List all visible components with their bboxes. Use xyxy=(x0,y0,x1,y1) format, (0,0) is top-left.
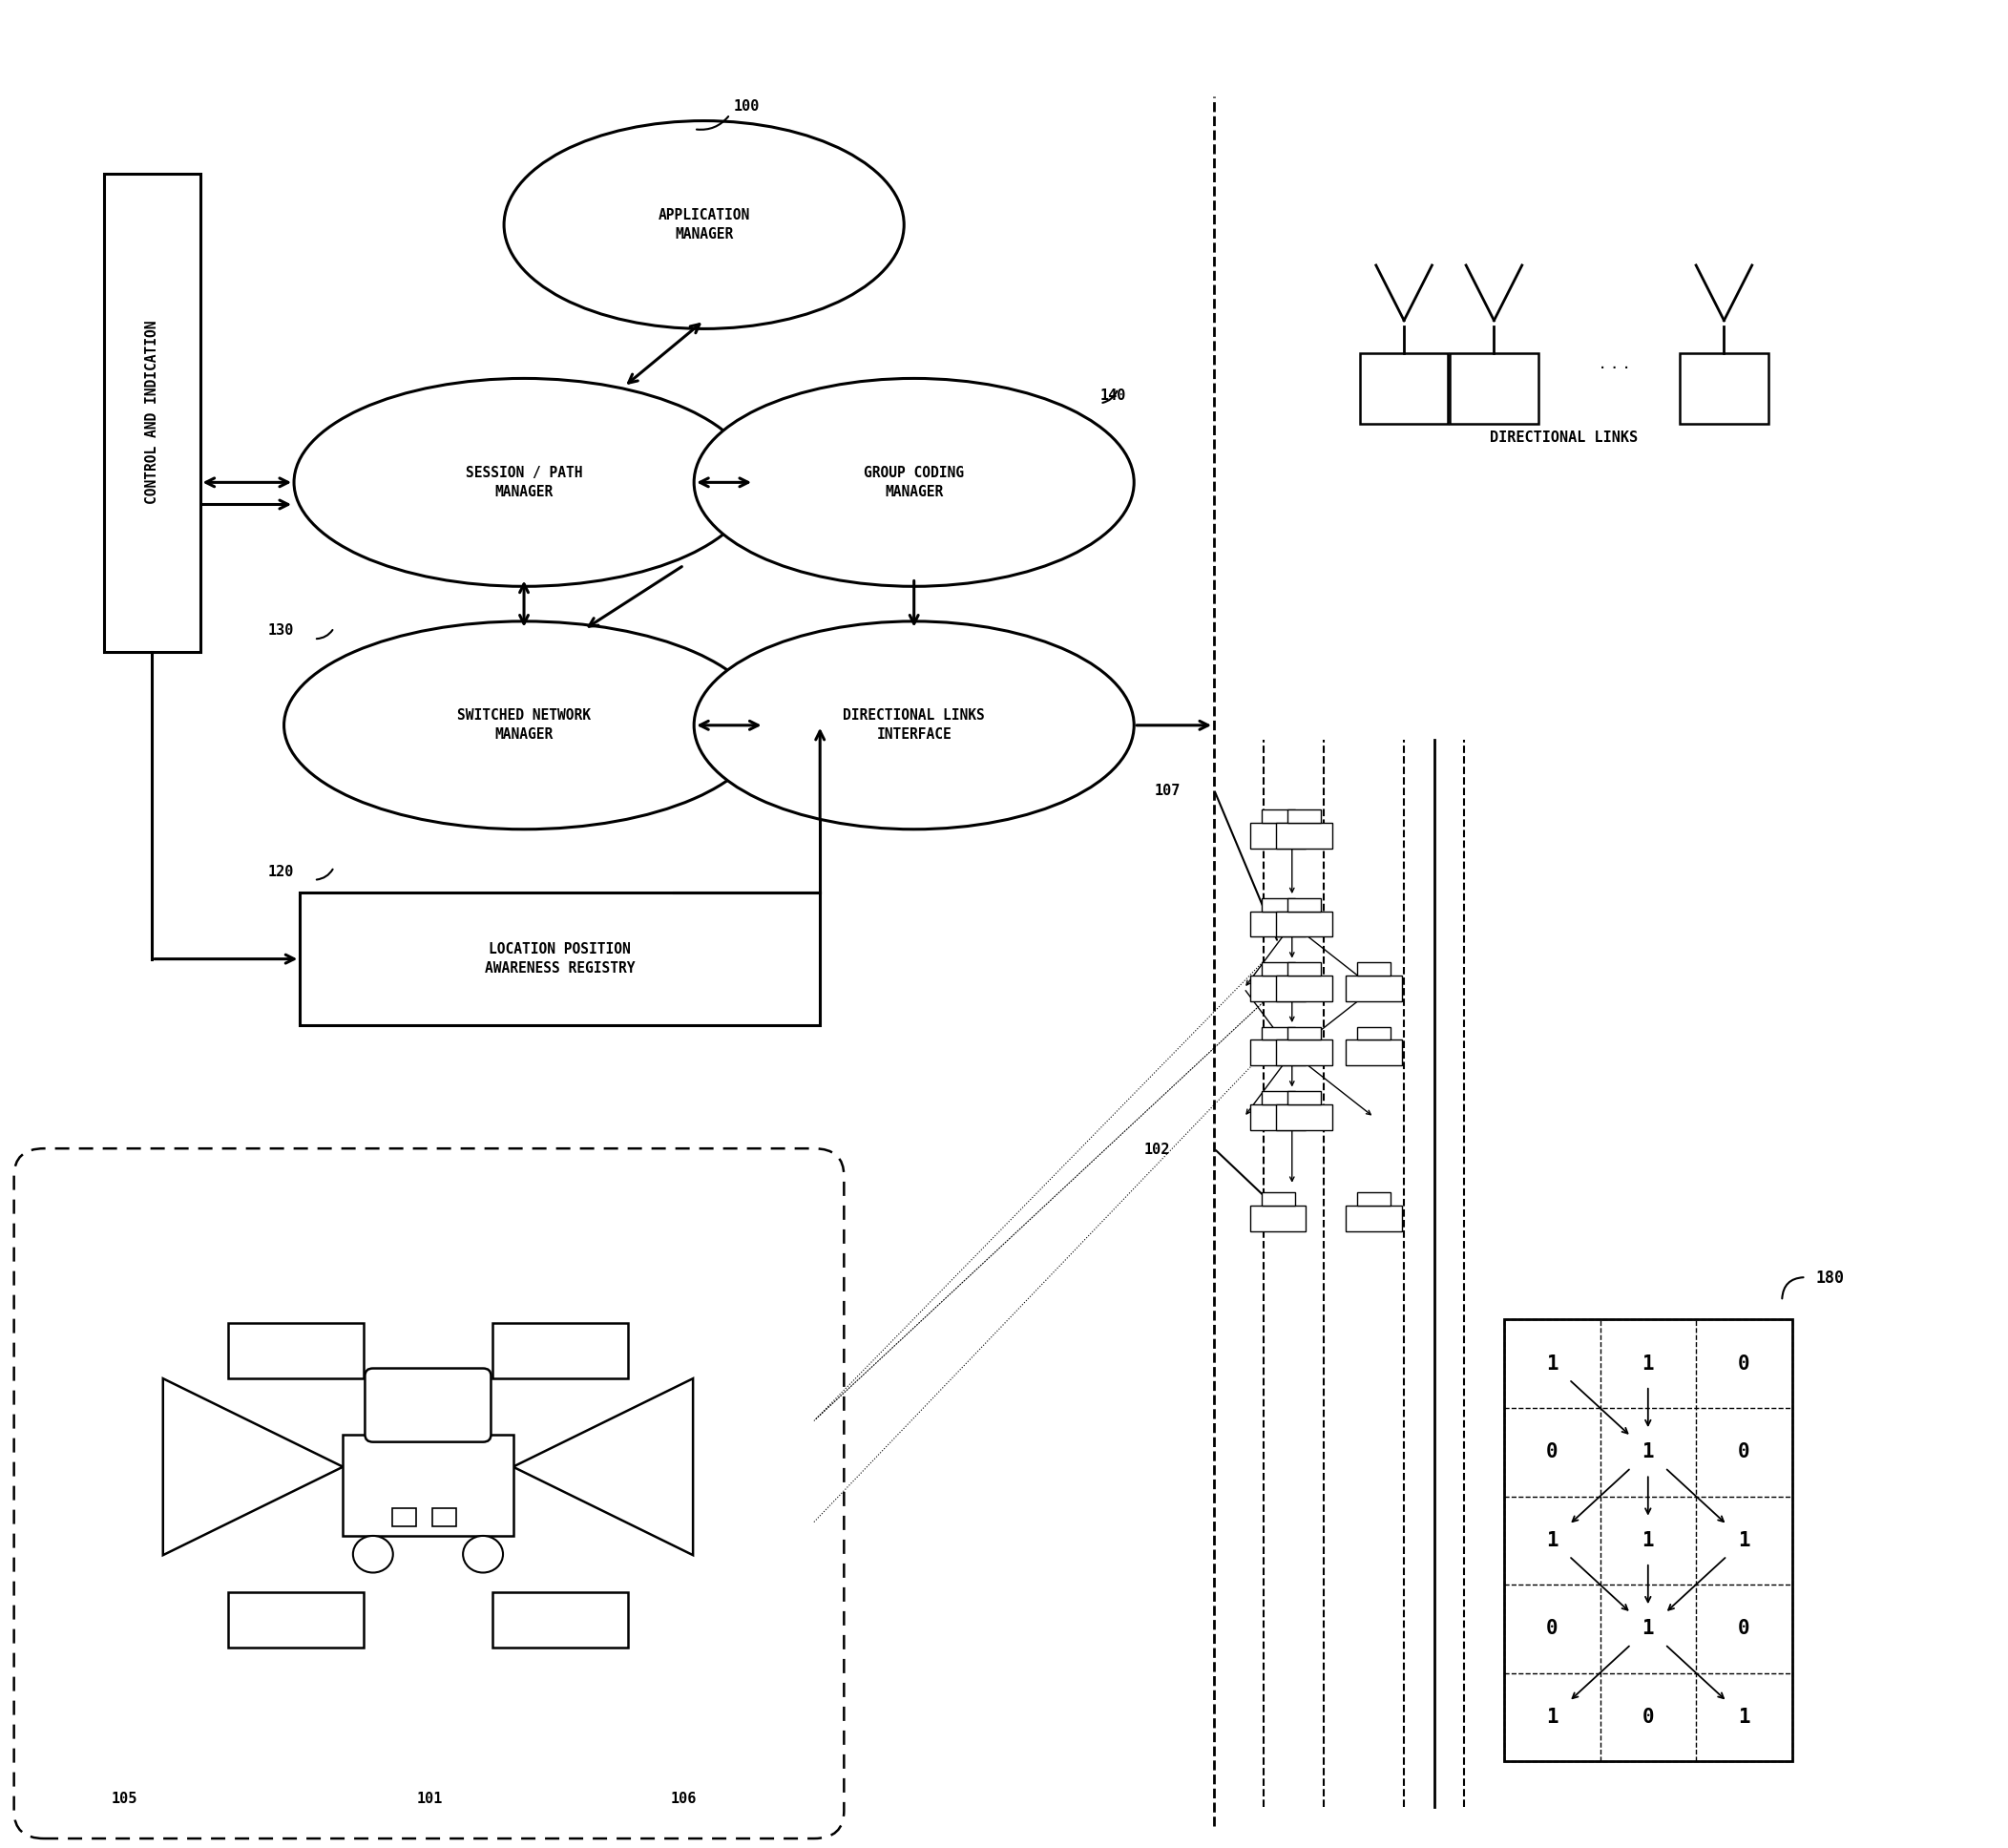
Ellipse shape xyxy=(695,621,1135,830)
Text: SWITCHED NETWORK
MANAGER: SWITCHED NETWORK MANAGER xyxy=(458,708,590,741)
Text: . . .: . . . xyxy=(1598,353,1628,371)
FancyBboxPatch shape xyxy=(343,1434,512,1536)
FancyBboxPatch shape xyxy=(229,1591,363,1647)
FancyBboxPatch shape xyxy=(1261,898,1295,911)
FancyBboxPatch shape xyxy=(229,1323,363,1379)
FancyBboxPatch shape xyxy=(299,893,819,1026)
FancyBboxPatch shape xyxy=(492,1323,629,1379)
Ellipse shape xyxy=(293,379,753,586)
FancyBboxPatch shape xyxy=(1251,976,1305,1002)
FancyBboxPatch shape xyxy=(1345,1040,1402,1066)
Text: 102: 102 xyxy=(1145,1142,1171,1157)
FancyBboxPatch shape xyxy=(1359,353,1448,423)
Ellipse shape xyxy=(504,120,904,329)
FancyBboxPatch shape xyxy=(1275,822,1331,848)
Text: 1: 1 xyxy=(1643,1619,1655,1639)
Text: 0: 0 xyxy=(1739,1355,1751,1373)
FancyBboxPatch shape xyxy=(1261,1027,1295,1040)
Text: 1: 1 xyxy=(1739,1530,1751,1550)
Text: 140: 140 xyxy=(1100,388,1126,403)
FancyBboxPatch shape xyxy=(1251,1105,1305,1131)
Polygon shape xyxy=(512,1379,693,1556)
FancyBboxPatch shape xyxy=(1450,353,1538,423)
FancyBboxPatch shape xyxy=(1287,1092,1321,1105)
Ellipse shape xyxy=(695,379,1135,586)
Text: 105: 105 xyxy=(110,1793,137,1805)
FancyBboxPatch shape xyxy=(1357,1192,1392,1205)
Text: 1: 1 xyxy=(1643,1443,1655,1462)
FancyBboxPatch shape xyxy=(1345,976,1402,1002)
Text: 1: 1 xyxy=(1546,1530,1558,1550)
Text: 101: 101 xyxy=(418,1793,444,1805)
FancyBboxPatch shape xyxy=(1261,1092,1295,1105)
FancyBboxPatch shape xyxy=(1251,911,1305,937)
Text: 100: 100 xyxy=(735,100,761,113)
FancyBboxPatch shape xyxy=(1504,1319,1791,1761)
Circle shape xyxy=(464,1536,502,1573)
FancyBboxPatch shape xyxy=(1261,809,1295,822)
Text: 0: 0 xyxy=(1546,1619,1558,1639)
Polygon shape xyxy=(163,1379,343,1556)
Text: 1: 1 xyxy=(1546,1355,1558,1373)
FancyBboxPatch shape xyxy=(365,1368,492,1441)
FancyBboxPatch shape xyxy=(1261,963,1295,976)
FancyBboxPatch shape xyxy=(1287,1027,1321,1040)
FancyBboxPatch shape xyxy=(1357,963,1392,976)
Text: LOCATION POSITION
AWARENESS REGISTRY: LOCATION POSITION AWARENESS REGISTRY xyxy=(484,942,635,976)
FancyBboxPatch shape xyxy=(1251,1205,1305,1231)
Text: DIRECTIONAL LINKS
INTERFACE: DIRECTIONAL LINKS INTERFACE xyxy=(843,708,986,741)
Text: 130: 130 xyxy=(267,623,293,638)
FancyBboxPatch shape xyxy=(1275,1105,1331,1131)
FancyBboxPatch shape xyxy=(1251,822,1305,848)
FancyBboxPatch shape xyxy=(1357,1027,1392,1040)
FancyBboxPatch shape xyxy=(432,1508,456,1526)
Circle shape xyxy=(353,1536,394,1573)
Text: 0: 0 xyxy=(1739,1443,1751,1462)
Text: DIRECTIONAL LINKS: DIRECTIONAL LINKS xyxy=(1490,431,1639,445)
FancyBboxPatch shape xyxy=(492,1591,629,1647)
FancyBboxPatch shape xyxy=(1681,353,1767,423)
Text: 0: 0 xyxy=(1546,1443,1558,1462)
Text: SESSION / PATH
MANAGER: SESSION / PATH MANAGER xyxy=(466,466,582,499)
Text: 1: 1 xyxy=(1643,1530,1655,1550)
Text: 1: 1 xyxy=(1643,1355,1655,1373)
Text: 180: 180 xyxy=(1815,1270,1845,1286)
FancyBboxPatch shape xyxy=(1345,1205,1402,1231)
Text: 0: 0 xyxy=(1739,1619,1751,1639)
FancyBboxPatch shape xyxy=(1275,1040,1331,1066)
Text: CONTROL AND INDICATION: CONTROL AND INDICATION xyxy=(145,320,159,505)
FancyBboxPatch shape xyxy=(1275,976,1331,1002)
FancyBboxPatch shape xyxy=(1251,1040,1305,1066)
Text: GROUP CODING
MANAGER: GROUP CODING MANAGER xyxy=(863,466,964,499)
FancyBboxPatch shape xyxy=(1287,809,1321,822)
Text: 106: 106 xyxy=(671,1793,697,1805)
FancyBboxPatch shape xyxy=(14,1148,843,1839)
FancyBboxPatch shape xyxy=(104,174,201,652)
Text: 1: 1 xyxy=(1546,1708,1558,1726)
Text: APPLICATION
MANAGER: APPLICATION MANAGER xyxy=(659,209,749,242)
Ellipse shape xyxy=(283,621,763,830)
FancyBboxPatch shape xyxy=(1287,963,1321,976)
Text: 107: 107 xyxy=(1155,784,1181,798)
FancyBboxPatch shape xyxy=(392,1508,416,1526)
FancyBboxPatch shape xyxy=(1261,1192,1295,1205)
FancyBboxPatch shape xyxy=(1275,911,1331,937)
FancyBboxPatch shape xyxy=(1287,898,1321,911)
Text: 0: 0 xyxy=(1643,1708,1655,1726)
Text: 1: 1 xyxy=(1739,1708,1751,1726)
Text: 120: 120 xyxy=(267,865,293,880)
